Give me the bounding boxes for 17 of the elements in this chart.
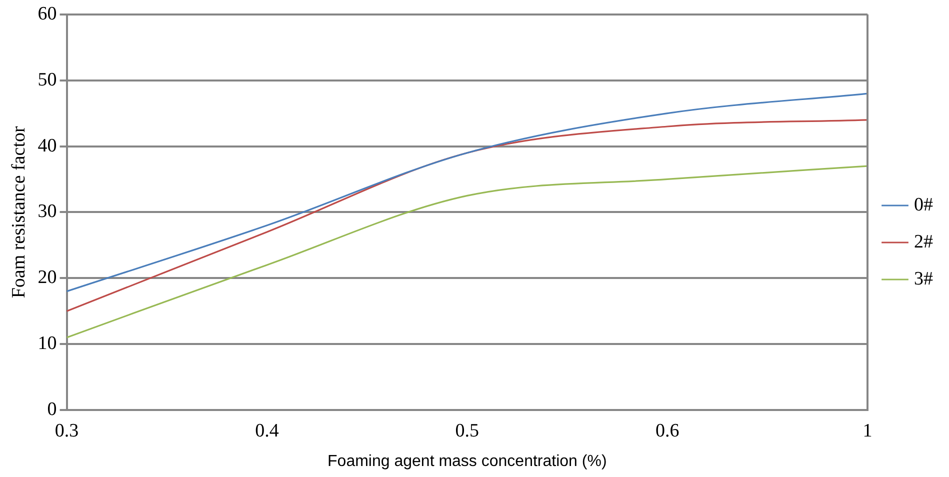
y-tick-label: 10: [38, 333, 57, 354]
y-tick-label: 0: [47, 398, 57, 420]
y-axis-title: Foam resistance factor: [8, 126, 30, 298]
x-tick-label: 0.4: [255, 420, 280, 442]
y-tick-label: 60: [38, 3, 57, 24]
x-tick-label: 0.5: [455, 420, 480, 442]
x-tick-label: 1: [862, 420, 872, 442]
y-tick-label: 30: [38, 201, 57, 222]
x-tick-label: 0.6: [655, 420, 680, 442]
y-tick-label: 20: [38, 267, 57, 288]
x-tick-label: 0.3: [54, 420, 79, 442]
legend-label: 2#: [914, 231, 934, 252]
y-tick-label: 50: [38, 69, 57, 90]
legend-label: 3#: [914, 268, 934, 290]
legend-label: 0#: [914, 194, 934, 216]
x-axis-title: Foaming agent mass concentration (%): [328, 452, 607, 470]
y-tick-label: 40: [38, 135, 57, 156]
